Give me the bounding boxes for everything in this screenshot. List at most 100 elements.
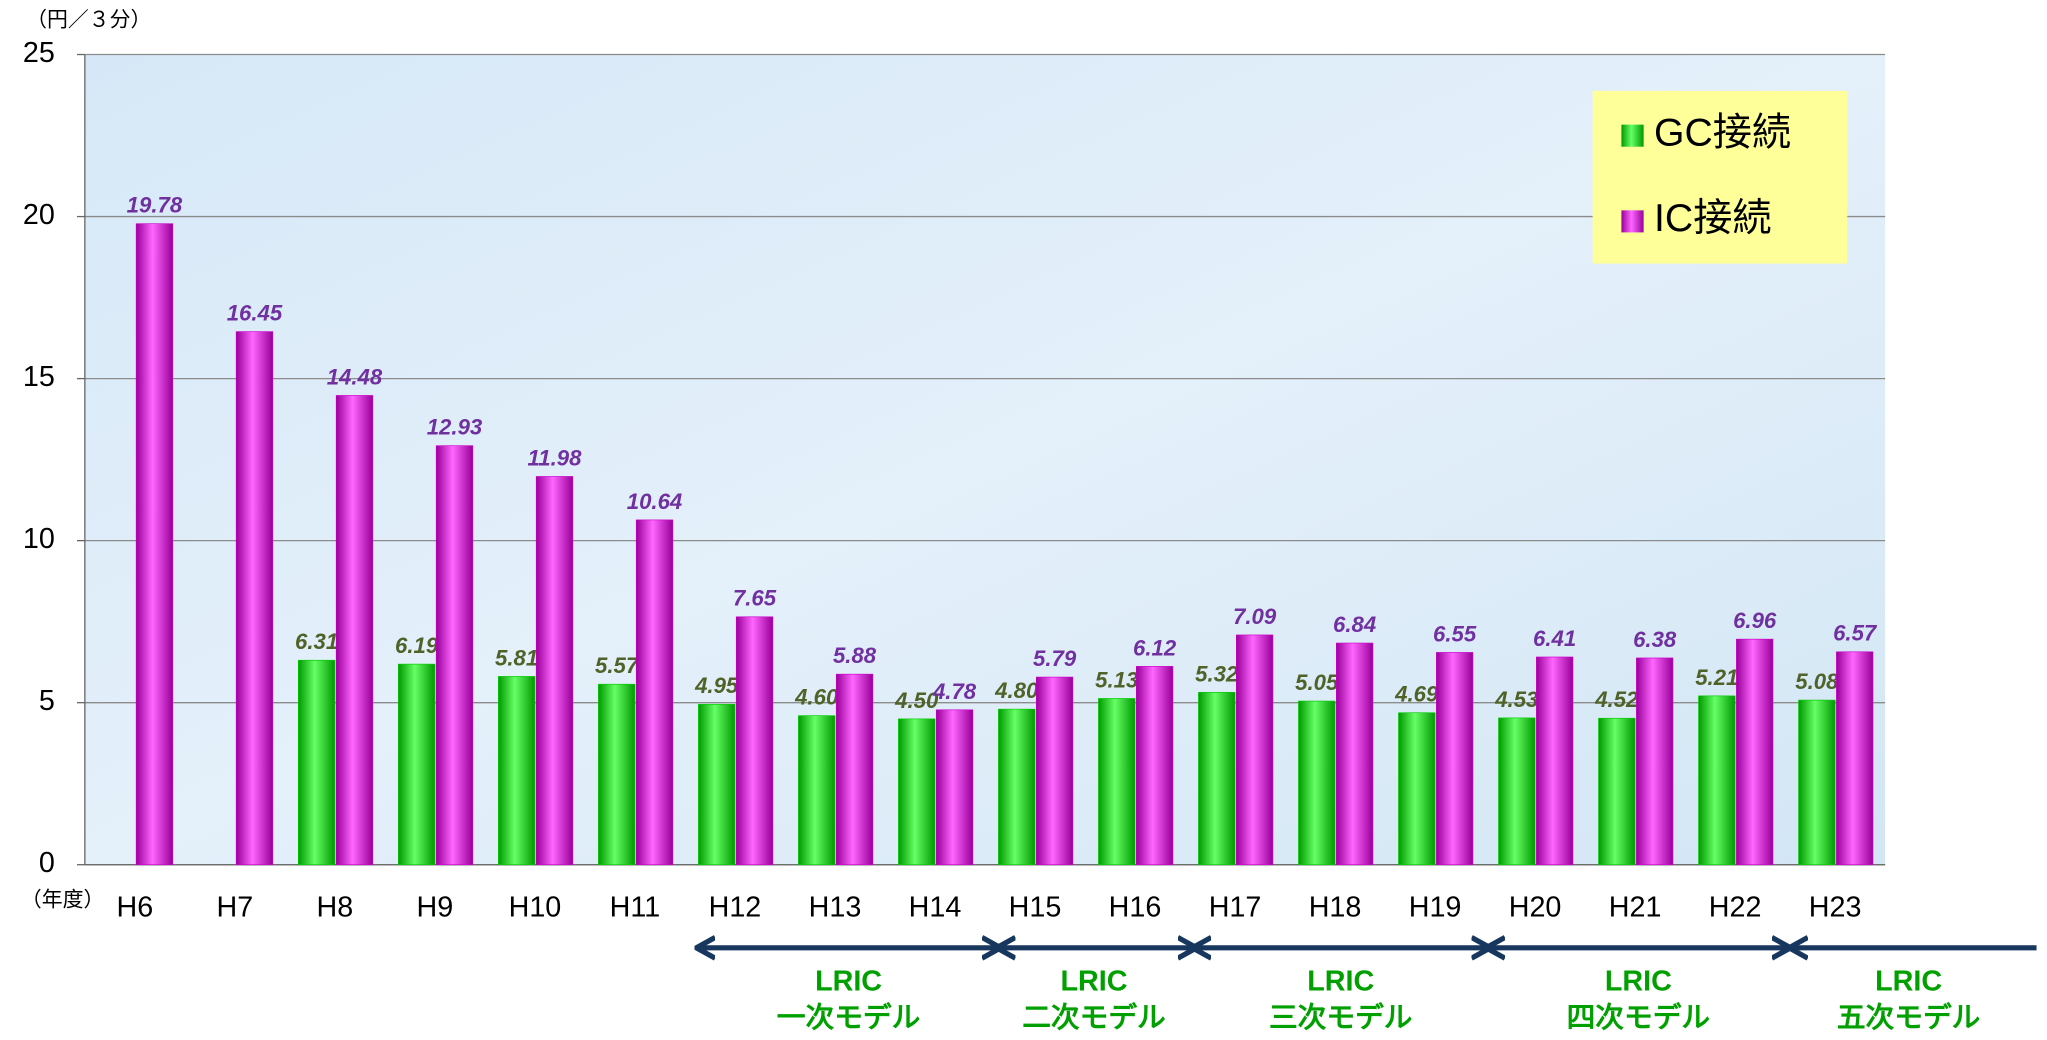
data-label: 6.96 [1733, 608, 1777, 633]
annotation: LRIC [1605, 965, 1672, 997]
data-label: 4.50 [894, 688, 939, 713]
bar [835, 673, 874, 866]
y-tick-label: 5 [39, 685, 55, 717]
data-label: 5.57 [595, 653, 640, 678]
legend-swatch [1621, 124, 1644, 147]
y-tick-label: 10 [23, 523, 55, 555]
bar [135, 223, 174, 866]
x-tick-label: H16 [1109, 891, 1162, 923]
bar [1436, 652, 1474, 866]
bar [1736, 638, 1774, 866]
data-label: 12.93 [427, 415, 483, 440]
bar [935, 709, 974, 866]
legend-box [1592, 90, 1848, 264]
data-label: 7.09 [1233, 604, 1277, 629]
y-tick-label: 25 [23, 37, 55, 69]
x-tick-label: H23 [1809, 891, 1862, 923]
annotation: LRIC [1307, 965, 1374, 997]
legend-label: IC接続 [1654, 197, 1771, 240]
data-label: 6.38 [1633, 627, 1677, 652]
x-tick-label: H12 [709, 891, 762, 923]
bar [598, 683, 636, 866]
x-tick-label: H22 [1709, 891, 1762, 923]
data-label: 5.13 [1095, 667, 1139, 692]
x-tick-label: H19 [1409, 891, 1462, 923]
x-tick-label: H15 [1009, 891, 1062, 923]
data-label: 16.45 [227, 301, 283, 326]
data-label: 7.65 [733, 586, 777, 611]
y-tick-label: 20 [23, 199, 55, 231]
bar [1598, 717, 1636, 866]
bar [335, 395, 374, 866]
bar [435, 445, 474, 866]
x-tick-label: H11 [610, 891, 661, 923]
bar [1236, 634, 1274, 866]
bar [1135, 666, 1174, 866]
x-tick-label: H9 [417, 891, 454, 923]
annotation: 四次モデル [1567, 1001, 1711, 1034]
data-label: 4.60 [794, 685, 839, 710]
data-label: 6.31 [295, 629, 338, 654]
bar [498, 676, 536, 866]
bar [298, 659, 336, 866]
x-tick-label: H14 [909, 891, 962, 923]
data-label: 5.81 [495, 645, 538, 670]
data-label: 6.12 [1133, 635, 1177, 660]
data-label: 5.08 [1795, 669, 1839, 694]
x-tick-label: H17 [1209, 891, 1262, 923]
data-label: 11.98 [528, 445, 583, 470]
data-label: 4.52 [1594, 687, 1639, 712]
x-axis-label: （年度） [21, 889, 105, 912]
legend-swatch [1621, 210, 1644, 233]
plot-background [84, 54, 1886, 865]
data-label: 4.69 [1394, 682, 1439, 707]
bar [1336, 642, 1374, 866]
y-tick-label: 15 [23, 361, 55, 393]
annotation: LRIC [1061, 965, 1128, 997]
y-axis-label: （円／３分） [26, 8, 151, 31]
bar [1536, 656, 1574, 866]
data-label: 6.55 [1433, 621, 1477, 646]
data-label: 4.95 [694, 673, 739, 698]
data-label: 5.32 [1195, 661, 1239, 686]
bar [635, 519, 674, 866]
x-tick-label: H10 [509, 891, 562, 923]
annotation: LRIC [1875, 965, 1942, 997]
bar [1636, 657, 1674, 866]
x-tick-label: H7 [217, 891, 254, 923]
annotation: 五次モデル [1837, 1001, 1981, 1034]
bar [1798, 699, 1836, 866]
bar [998, 708, 1036, 866]
x-tick-label: H18 [1309, 891, 1362, 923]
bar [1098, 698, 1136, 866]
x-tick-label: H6 [117, 891, 154, 923]
x-tick-label: H20 [1509, 891, 1562, 923]
bar [1398, 712, 1436, 866]
x-tick-label: H13 [809, 891, 862, 923]
y-tick-label: 0 [39, 847, 55, 879]
legend-label: GC接続 [1654, 111, 1791, 154]
data-label: 4.53 [1494, 687, 1539, 712]
data-label: 19.78 [127, 193, 183, 218]
bar [798, 715, 836, 866]
data-label: 5.05 [1295, 670, 1339, 695]
bar [1698, 695, 1736, 866]
bar [898, 718, 936, 866]
annotation: 一次モデル [777, 1001, 921, 1034]
bar [235, 331, 274, 866]
x-tick-label: H8 [317, 891, 354, 923]
data-label: 5.88 [833, 643, 877, 668]
bar [1498, 717, 1536, 866]
data-label: 5.79 [1033, 646, 1077, 671]
bar [535, 476, 574, 866]
data-label: 4.78 [932, 679, 977, 704]
bar [1836, 651, 1874, 866]
annotation: 三次モデル [1269, 1001, 1413, 1034]
x-tick-label: H21 [1609, 891, 1662, 923]
data-label: 6.57 [1833, 621, 1878, 646]
annotation: 二次モデル [1022, 1001, 1166, 1034]
bar [1035, 676, 1074, 866]
data-label: 6.19 [395, 633, 439, 658]
